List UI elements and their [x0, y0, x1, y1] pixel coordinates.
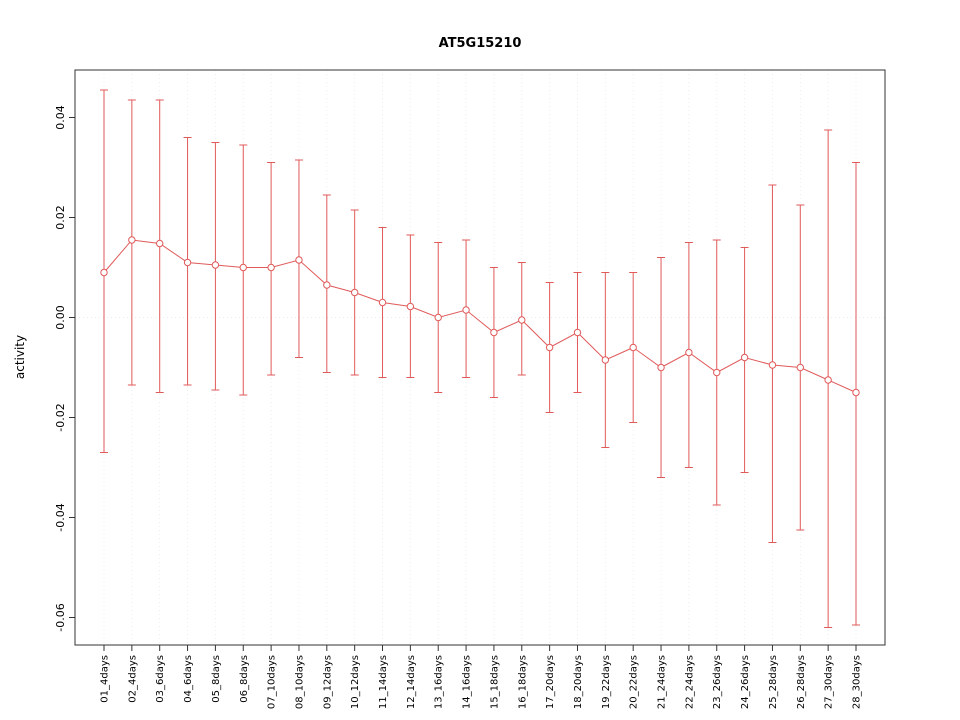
x-tick-label: 27_30days [824, 655, 835, 709]
x-tick-label: 10_12days [350, 655, 361, 709]
data-point [573, 328, 582, 337]
data-point [629, 343, 637, 352]
data-point [796, 363, 804, 372]
x-tick-label: 25_28days [768, 655, 779, 709]
x-tick-label: 19_22days [601, 655, 612, 709]
x-tick-label: 24_26days [740, 655, 751, 709]
y-tick-label: 0.02 [54, 205, 67, 230]
data-point [378, 298, 387, 307]
data-point [323, 281, 331, 289]
x-tick-label: 11_14days [378, 655, 389, 709]
data-point [406, 302, 415, 311]
x-tick-label: 13_16days [434, 655, 445, 709]
data-point [128, 236, 136, 244]
data-point [852, 388, 860, 397]
data-point [824, 376, 832, 384]
data-point [183, 258, 192, 267]
y-tick-label: 0.04 [54, 105, 67, 130]
y-tick-label: -0.04 [54, 503, 67, 531]
x-tick-label: 28_30days [852, 655, 863, 709]
y-axis-label: activity [13, 334, 27, 380]
x-tick-label: 14_16days [462, 655, 473, 709]
x-tick-label: 21_24days [657, 655, 668, 709]
x-tick-label: 15_18days [489, 655, 500, 709]
x-tick-label: 16_18days [517, 655, 528, 709]
data-point [211, 261, 220, 269]
x-tick-label: 20_22days [629, 655, 640, 709]
data-point [518, 316, 526, 324]
data-point [462, 306, 470, 314]
data-point [434, 313, 442, 322]
data-point [156, 239, 164, 248]
data-point [713, 368, 721, 377]
data-point [768, 361, 777, 369]
chart-title: AT5G15210 [438, 36, 522, 51]
data-point [239, 263, 247, 272]
data-point [685, 348, 693, 357]
series-line [103, 239, 857, 393]
x-tick-label: 03_6days [155, 655, 166, 703]
data-point [350, 288, 359, 297]
plot-border [74, 69, 886, 646]
x-tick-label: 23_26days [712, 655, 723, 709]
x-tick-label: 08_10days [294, 655, 305, 709]
x-tick-label: 18_20days [573, 655, 584, 709]
data-point [740, 353, 749, 362]
data-point [657, 363, 665, 372]
x-tick-label: 04_6days [183, 655, 194, 703]
x-tick-label: 09_12days [322, 655, 333, 709]
y-tick-label: -0.06 [54, 603, 67, 631]
y-tick-label: 0.00 [54, 305, 67, 330]
x-tick-label: 06_8days [239, 655, 250, 703]
x-tick-label: 02_4days [127, 655, 138, 703]
x-tick-label: 12_14days [406, 655, 417, 709]
x-tick-label: 22_24days [684, 655, 695, 709]
data-point [601, 356, 610, 364]
data-point [490, 328, 498, 337]
x-tick-label: 07_10days [267, 655, 278, 709]
data-point [267, 263, 275, 272]
x-tick-label: 17_20days [545, 655, 556, 709]
x-tick-label: 26_28days [796, 655, 807, 709]
x-tick-label: 01_4days [100, 655, 111, 703]
data-point [100, 268, 108, 277]
x-tick-label: 05_8days [211, 655, 222, 703]
y-tick-label: -0.02 [54, 403, 67, 431]
data-point [295, 256, 303, 264]
data-point [545, 343, 554, 352]
